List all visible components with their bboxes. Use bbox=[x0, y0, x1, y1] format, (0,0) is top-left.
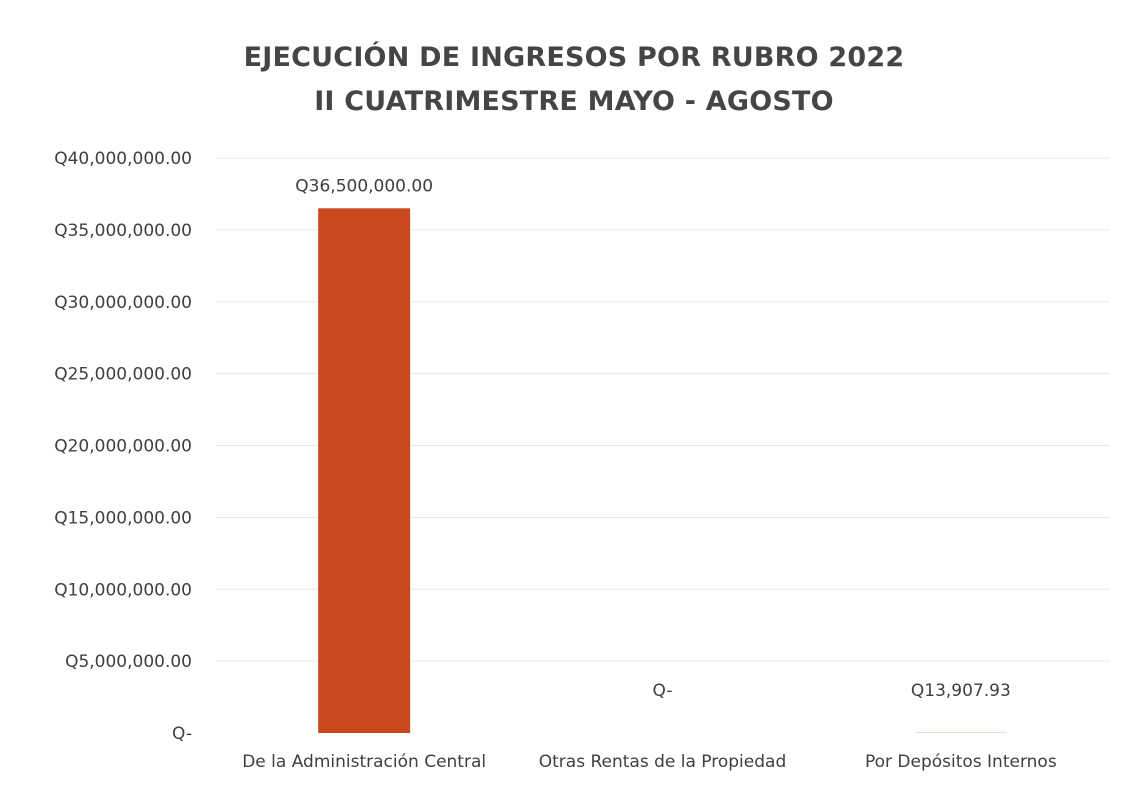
bars bbox=[318, 208, 1007, 733]
x-tick-label: Otras Rentas de la Propiedad bbox=[539, 752, 786, 772]
y-axis-tick-labels: Q- Q5,000,000.00 Q10,000,000.00 Q15,000,000… bbox=[54, 149, 192, 744]
chart-subtitle: II CUATRIMESTRE MAYO - AGOSTO bbox=[314, 86, 834, 117]
x-tick-label: De la Administración Central bbox=[242, 752, 486, 772]
x-axis-tick-labels: De la Administración Central Otras Rentas… bbox=[242, 752, 1057, 772]
y-tick-label: Q25,000,000.00 bbox=[54, 365, 192, 385]
chart-title: EJECUCIÓN DE INGRESOS POR RUBRO 2022 bbox=[243, 42, 905, 73]
y-tick-label: Q20,000,000.00 bbox=[54, 437, 192, 457]
y-tick-label: Q- bbox=[172, 724, 192, 744]
data-label: Q36,500,000.00 bbox=[295, 176, 433, 196]
y-tick-label: Q35,000,000.00 bbox=[54, 221, 192, 241]
y-tick-label: Q40,000,000.00 bbox=[54, 149, 192, 169]
x-tick-label: Por Depósitos Internos bbox=[865, 752, 1057, 772]
y-tick-label: Q10,000,000.00 bbox=[54, 580, 192, 600]
y-tick-label: Q5,000,000.00 bbox=[65, 652, 192, 672]
bar bbox=[318, 208, 411, 733]
data-label: Q- bbox=[653, 681, 673, 701]
y-tick-label: Q15,000,000.00 bbox=[54, 508, 192, 528]
data-label: Q13,907.93 bbox=[911, 681, 1011, 701]
y-tick-label: Q30,000,000.00 bbox=[54, 293, 192, 313]
data-labels: Q36,500,000.00 Q- Q13,907.93 bbox=[295, 176, 1011, 701]
